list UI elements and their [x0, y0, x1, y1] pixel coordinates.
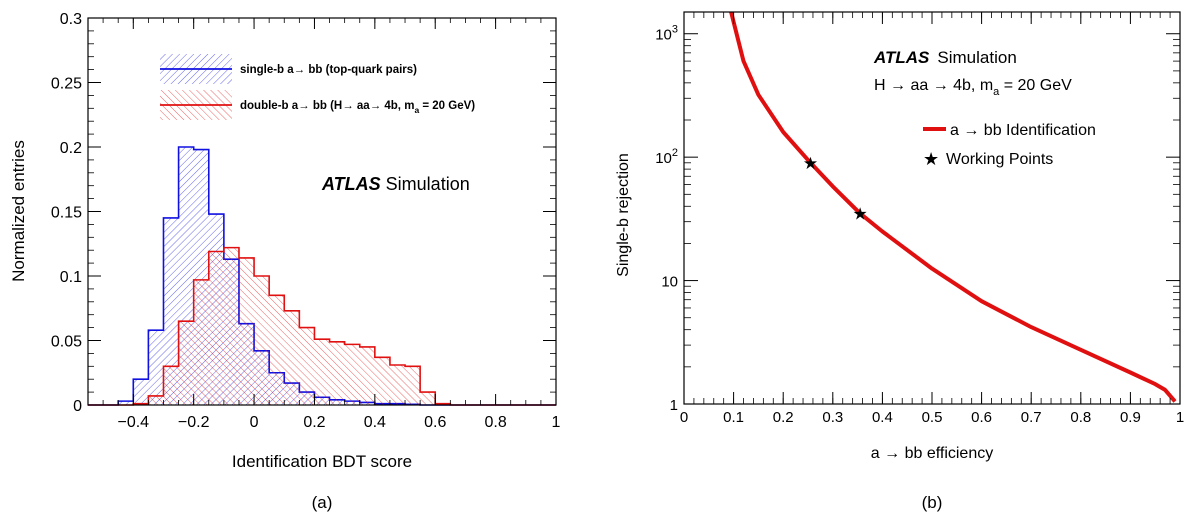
legend-label-working-points: Working Points — [946, 151, 1053, 168]
y-tick-label-a: 0.2 — [60, 140, 82, 157]
atlas-label-a: ATLAS Simulation — [321, 174, 470, 194]
hist-bin-double-b — [284, 311, 299, 405]
x-tick-label-b: 1 — [1176, 409, 1184, 426]
panel-b: ★★ 0 0.1 0.2 0.3 0.4 0.5 0.6 0.7 0.8 0.9 111010210… — [615, 12, 1184, 512]
hist-bin-double-b — [345, 344, 360, 405]
y-tick-label-a: 0.15 — [51, 205, 82, 222]
hist-bin-double-b — [209, 251, 224, 405]
atlas-label-b: ATLAS Simulation — [873, 48, 1017, 67]
hist-bin-double-b — [194, 280, 209, 405]
hist-bin-double-b — [299, 328, 314, 405]
panel-b-frame — [684, 12, 1180, 404]
hist-bin-double-b — [163, 366, 178, 405]
y-tick-label-b: 103 — [655, 24, 678, 44]
x-tick-label-a: 0.2 — [303, 414, 325, 431]
y-axis-title-b: Single-b rejection — [615, 153, 632, 277]
x-tick-label-a: 1 — [552, 414, 561, 431]
legend-label-single-b: single-b a→ bb (top-quark pairs) — [240, 64, 417, 76]
hist-bin-single-b — [133, 379, 148, 405]
rejection-curve — [731, 12, 1175, 401]
y-tick-label-a: 0.1 — [60, 269, 82, 286]
rejection-plot-area: ★★ — [731, 12, 1175, 401]
x-tick-label-b: 0.1 — [723, 409, 744, 426]
caption-b: (b) — [922, 493, 943, 512]
y-tick-label-a: 0 — [73, 398, 82, 415]
hist-bin-double-b — [148, 396, 163, 405]
x-tick-label-a: 0.4 — [364, 414, 386, 431]
legend-label-identification: a → bb Identification — [950, 122, 1096, 139]
x-axis-title-b: a → bb efficiency — [871, 445, 993, 462]
hist-bin-double-b — [375, 357, 390, 405]
x-tick-label-a: 0.8 — [484, 414, 506, 431]
legend-a: single-b a→ bb (top-quark pairs) double-… — [160, 54, 475, 120]
x-tick-label-b: 0.9 — [1120, 409, 1141, 426]
x-tick-label-b: 0.4 — [872, 409, 893, 426]
legend-label-double-b: double-b a→ bb (H→ aa→ 4b, ma = 20 GeV) — [240, 100, 475, 115]
x-tick-label-b: 0.8 — [1070, 409, 1091, 426]
hist-bin-double-b — [254, 276, 269, 405]
legend-marker-working-points: ★ — [923, 149, 939, 169]
hist-bin-double-b — [179, 321, 194, 405]
y-tick-label-a: 0.25 — [51, 76, 82, 93]
x-tick-label-a: 0.6 — [424, 414, 446, 431]
working-point-star: ★ — [852, 204, 867, 224]
x-tick-label-b: 0.5 — [922, 409, 943, 426]
panel-a: −0.4 −0.2 0 0.2 0.4 0.6 0.8 1 0 0.05 0.1 0.15 0.2 0.2… — [9, 11, 561, 512]
hist-bin-double-b — [269, 295, 284, 405]
hist-bin-double-b — [239, 258, 254, 405]
hist-bin-double-b — [330, 342, 345, 405]
y-tick-label-b: 102 — [655, 147, 678, 167]
legend-b: a → bb Identification ★ Working Points — [923, 122, 1096, 169]
x-axis-title-a: Identification BDT score — [232, 452, 412, 471]
hist-bin-double-b — [314, 339, 329, 405]
working-point-star: ★ — [803, 154, 818, 174]
y-axis-title-a: Normalized entries — [9, 140, 28, 282]
x-tick-label-b: 0 — [680, 409, 688, 426]
y-tick-label-a: 0.3 — [60, 11, 82, 28]
caption-a: (a) — [312, 493, 333, 512]
hist-bin-double-b — [360, 347, 375, 405]
x-tick-label-a: −0.4 — [117, 414, 149, 431]
hist-bin-double-b — [420, 392, 435, 405]
y-tick-label-b: 10 — [661, 274, 678, 291]
hist-bin-single-b — [148, 330, 163, 405]
x-tick-label-b: 0.3 — [822, 409, 843, 426]
x-tick-label-a: 0 — [250, 414, 259, 431]
y-tick-label-a: 0.05 — [51, 334, 82, 351]
hist-bin-double-b — [405, 366, 420, 405]
hist-bin-double-b — [224, 248, 239, 405]
y-tick-label-b: 1 — [670, 397, 678, 414]
x-tick-label-b: 0.6 — [971, 409, 992, 426]
x-tick-label-a: −0.2 — [178, 414, 210, 431]
process-label-b: H → aa → 4b, ma = 20 GeV — [874, 77, 1072, 98]
panel-b-axes: 0 0.1 0.2 0.3 0.4 0.5 0.6 0.7 0.8 0.9 1 1 10 102 103 — [655, 12, 1184, 426]
x-tick-label-b: 0.7 — [1021, 409, 1042, 426]
hist-bin-double-b — [390, 365, 405, 405]
x-tick-label-b: 0.2 — [773, 409, 794, 426]
